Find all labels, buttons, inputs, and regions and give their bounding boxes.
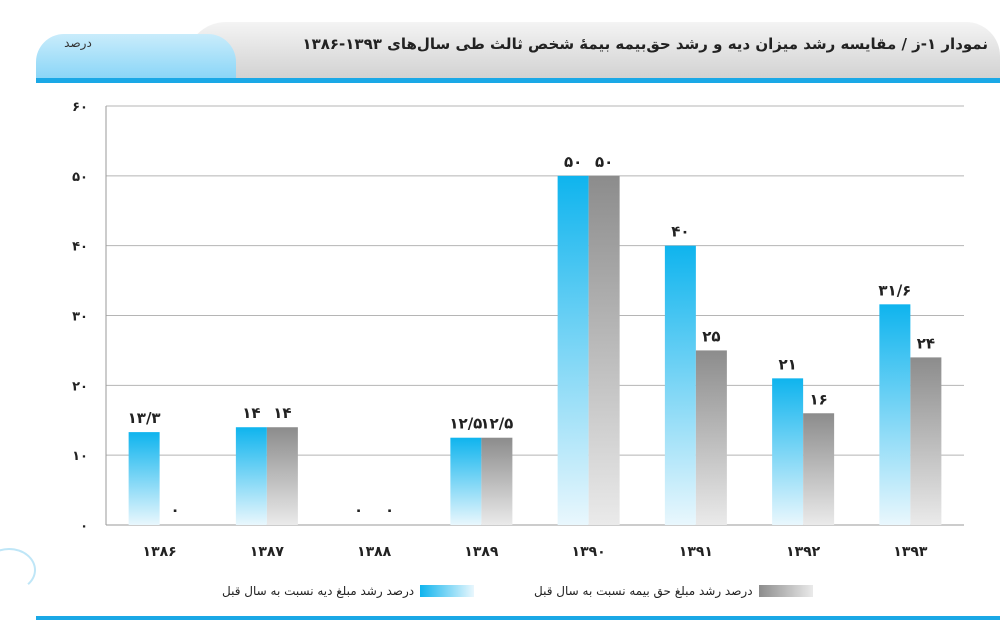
bar-series-1 (772, 378, 804, 525)
bar-series-1 (235, 427, 267, 525)
y-tick-label: ۱۰ (72, 449, 88, 464)
data-label: ۰ (354, 501, 363, 519)
data-label: ۲۴ (917, 334, 935, 352)
data-label: ۰ (171, 501, 180, 519)
data-label: ۱۳/۳ (128, 409, 161, 427)
x-category-label: ۱۳۹۳ (893, 544, 928, 560)
legend-item-series-2: درصد رشد مبلغ حق بیمه نسبت به سال قبل (534, 581, 813, 601)
data-label: ۲۱ (778, 355, 796, 373)
bar-series-1 (557, 175, 589, 526)
legend-swatch-grey (758, 585, 813, 597)
data-label: ۵۰ (564, 153, 582, 171)
decorative-swirl (0, 548, 36, 592)
bar-series-2 (910, 357, 942, 525)
bar-series-2 (588, 175, 620, 526)
chart-title: نمودار ۱-ز / مقایسه رشد میزان دیه و رشد … (302, 35, 988, 53)
y-axis-unit-label: درصد (64, 36, 92, 50)
y-tick-label: ۵۰ (72, 170, 88, 185)
header-unit-tab (36, 34, 236, 78)
data-label: ۰ (385, 501, 394, 519)
data-label: ۱۲/۵ (480, 415, 513, 433)
data-label: ۱۴ (242, 404, 260, 422)
bar-series-1 (879, 304, 911, 525)
bar-series-2 (266, 427, 298, 525)
x-category-label: ۱۳۹۰ (572, 544, 606, 560)
bar-series-1 (128, 432, 160, 525)
x-category-label: ۱۳۸۶ (143, 544, 177, 560)
y-axis-ticks: ۰ ۱۰ ۲۰ ۳۰ ۴۰ ۵۰ ۶۰ (72, 100, 88, 534)
header-title-tab (186, 22, 1000, 78)
bar-series-2 (803, 413, 835, 525)
data-label: ۱۴ (273, 404, 291, 422)
legend-label-series-2: درصد رشد مبلغ حق بیمه نسبت به سال قبل (534, 584, 753, 598)
x-category-label: ۱۳۸۸ (357, 544, 392, 560)
bar-series-1 (664, 245, 696, 525)
y-tick-label: ۴۰ (72, 240, 88, 255)
data-label: ۱۶ (809, 390, 827, 408)
header-divider (36, 78, 1000, 83)
legend-item-series-1: درصد رشد مبلغ دیه نسبت به سال قبل (222, 581, 475, 601)
data-label: ۲۵ (702, 327, 720, 345)
legend-label-series-1: درصد رشد مبلغ دیه نسبت به سال قبل (222, 584, 415, 598)
bar-series-1 (450, 437, 482, 525)
y-tick-label: ۰ (80, 519, 88, 534)
y-tick-label: ۲۰ (72, 379, 88, 394)
legend-swatch-blue (420, 585, 475, 597)
x-axis-categories: ۱۳۸۶ ۱۳۸۷ ۱۳۸۸ ۱۳۸۹ ۱۳۹۰ ۱۳۹۱ ۱۳۹۲ ۱۳۹۳ (143, 544, 928, 560)
data-label: ۵۰ (595, 153, 613, 171)
x-category-label: ۱۳۹۱ (679, 544, 713, 560)
data-label: ۴۰ (671, 223, 689, 241)
x-category-label: ۱۳۸۷ (250, 544, 285, 560)
grid-lines (105, 105, 964, 526)
y-tick-label: ۶۰ (72, 100, 88, 115)
footer-divider (36, 616, 1000, 620)
bar-series-2 (695, 350, 727, 525)
bar-series-2 (481, 437, 513, 525)
data-label: ۱۲/۵ (449, 415, 482, 433)
y-tick-label: ۳۰ (72, 310, 88, 325)
data-labels: ۱۳/۳ ۰ ۱۴ ۱۴ ۰ ۰ ۱۲/۵۱۲/۵ ۵۰ ۵۰ ۴۰ ۲۵ ۲۱ ۱۶ ۳۱/۶ ۲۴ (128, 153, 935, 519)
bars (128, 175, 942, 526)
x-category-label: ۱۳۹۲ (786, 544, 821, 560)
data-label: ۳۱/۶ (878, 281, 911, 299)
x-category-label: ۱۳۸۹ (464, 544, 499, 560)
header-bar (36, 22, 1000, 78)
